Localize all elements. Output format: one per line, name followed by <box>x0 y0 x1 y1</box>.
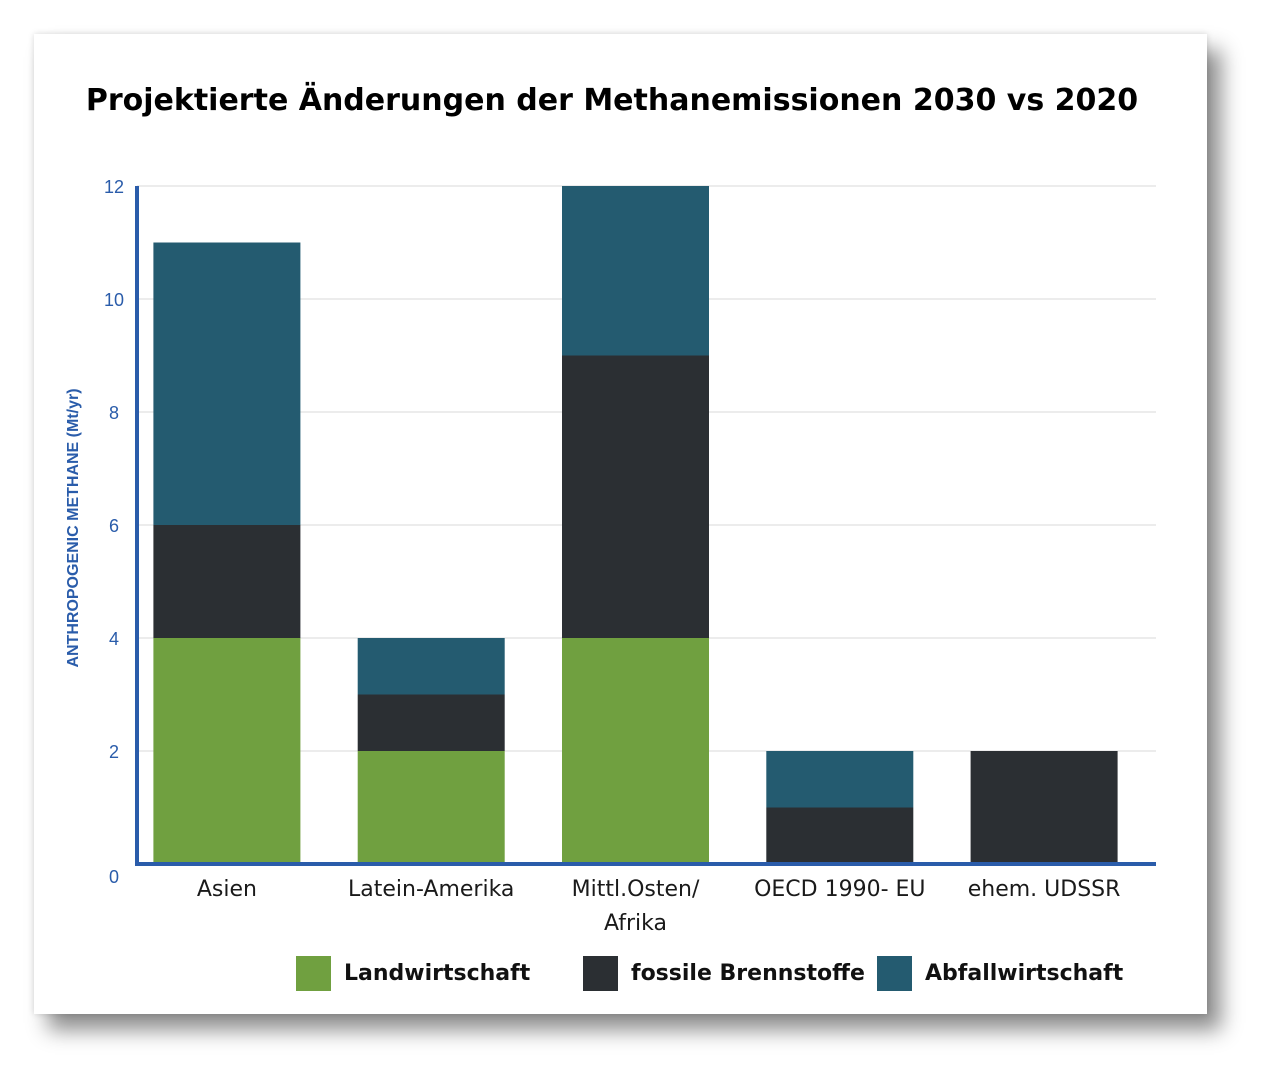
y-tick-label: 8 <box>109 403 119 423</box>
legend-swatch <box>296 956 331 991</box>
x-tick-label: ehem. UDSSR <box>968 877 1121 902</box>
bar-segment <box>153 638 301 864</box>
bar-segment <box>766 807 914 864</box>
bar-segment <box>562 638 709 864</box>
x-tick-label: Afrika <box>604 911 667 936</box>
y-tick-label: 6 <box>109 516 119 536</box>
legend: Landwirtschaft fossile Brennstoffe Abfallw… <box>296 956 1124 991</box>
chart: Projektierte Änderungen der Methanemissi… <box>65 82 1156 991</box>
bar-segment <box>153 242 301 525</box>
bar-segment <box>562 355 709 638</box>
x-tick-label: OECD 1990- EU <box>754 877 925 902</box>
y-tick-label: 10 <box>104 290 124 310</box>
x-tick-label: Latein-Amerika <box>348 877 514 902</box>
y-tick-label: 0 <box>109 867 119 887</box>
bar-segment <box>153 525 301 638</box>
x-tick-labels: Asien Latein-Amerika Mittl.Osten/Afrika OEC… <box>197 877 1121 936</box>
legend-swatch <box>877 956 912 991</box>
bar-segment <box>970 751 1118 864</box>
x-tick-label: Asien <box>197 877 257 902</box>
bar-segment <box>766 751 914 808</box>
y-tick-labels: 0 2 4 6 8 10 12 <box>104 177 124 887</box>
y-tick-label: 4 <box>109 629 119 649</box>
chart-card: Projektierte Änderungen der Methanemissi… <box>34 34 1207 1014</box>
y-tick-label: 12 <box>104 177 124 197</box>
bar-segment <box>562 186 709 356</box>
bars <box>153 186 1118 864</box>
bar-segment <box>357 694 505 751</box>
y-axis-label: ANTHROPOGENIC METHANE (Mt/yr) <box>65 388 82 667</box>
y-tick-label: 2 <box>109 742 119 762</box>
legend-label: Landwirtschaft <box>344 961 531 986</box>
legend-swatch <box>583 956 618 991</box>
bar-segment <box>357 751 505 864</box>
chart-title: Projektierte Änderungen der Methanemissi… <box>86 82 1138 118</box>
legend-label: fossile Brennstoffe <box>631 961 865 986</box>
legend-label: Abfallwirtschaft <box>925 961 1124 986</box>
x-tick-label: Mittl.Osten/ <box>572 877 700 902</box>
axes <box>135 186 1156 866</box>
bar-segment <box>357 638 505 695</box>
